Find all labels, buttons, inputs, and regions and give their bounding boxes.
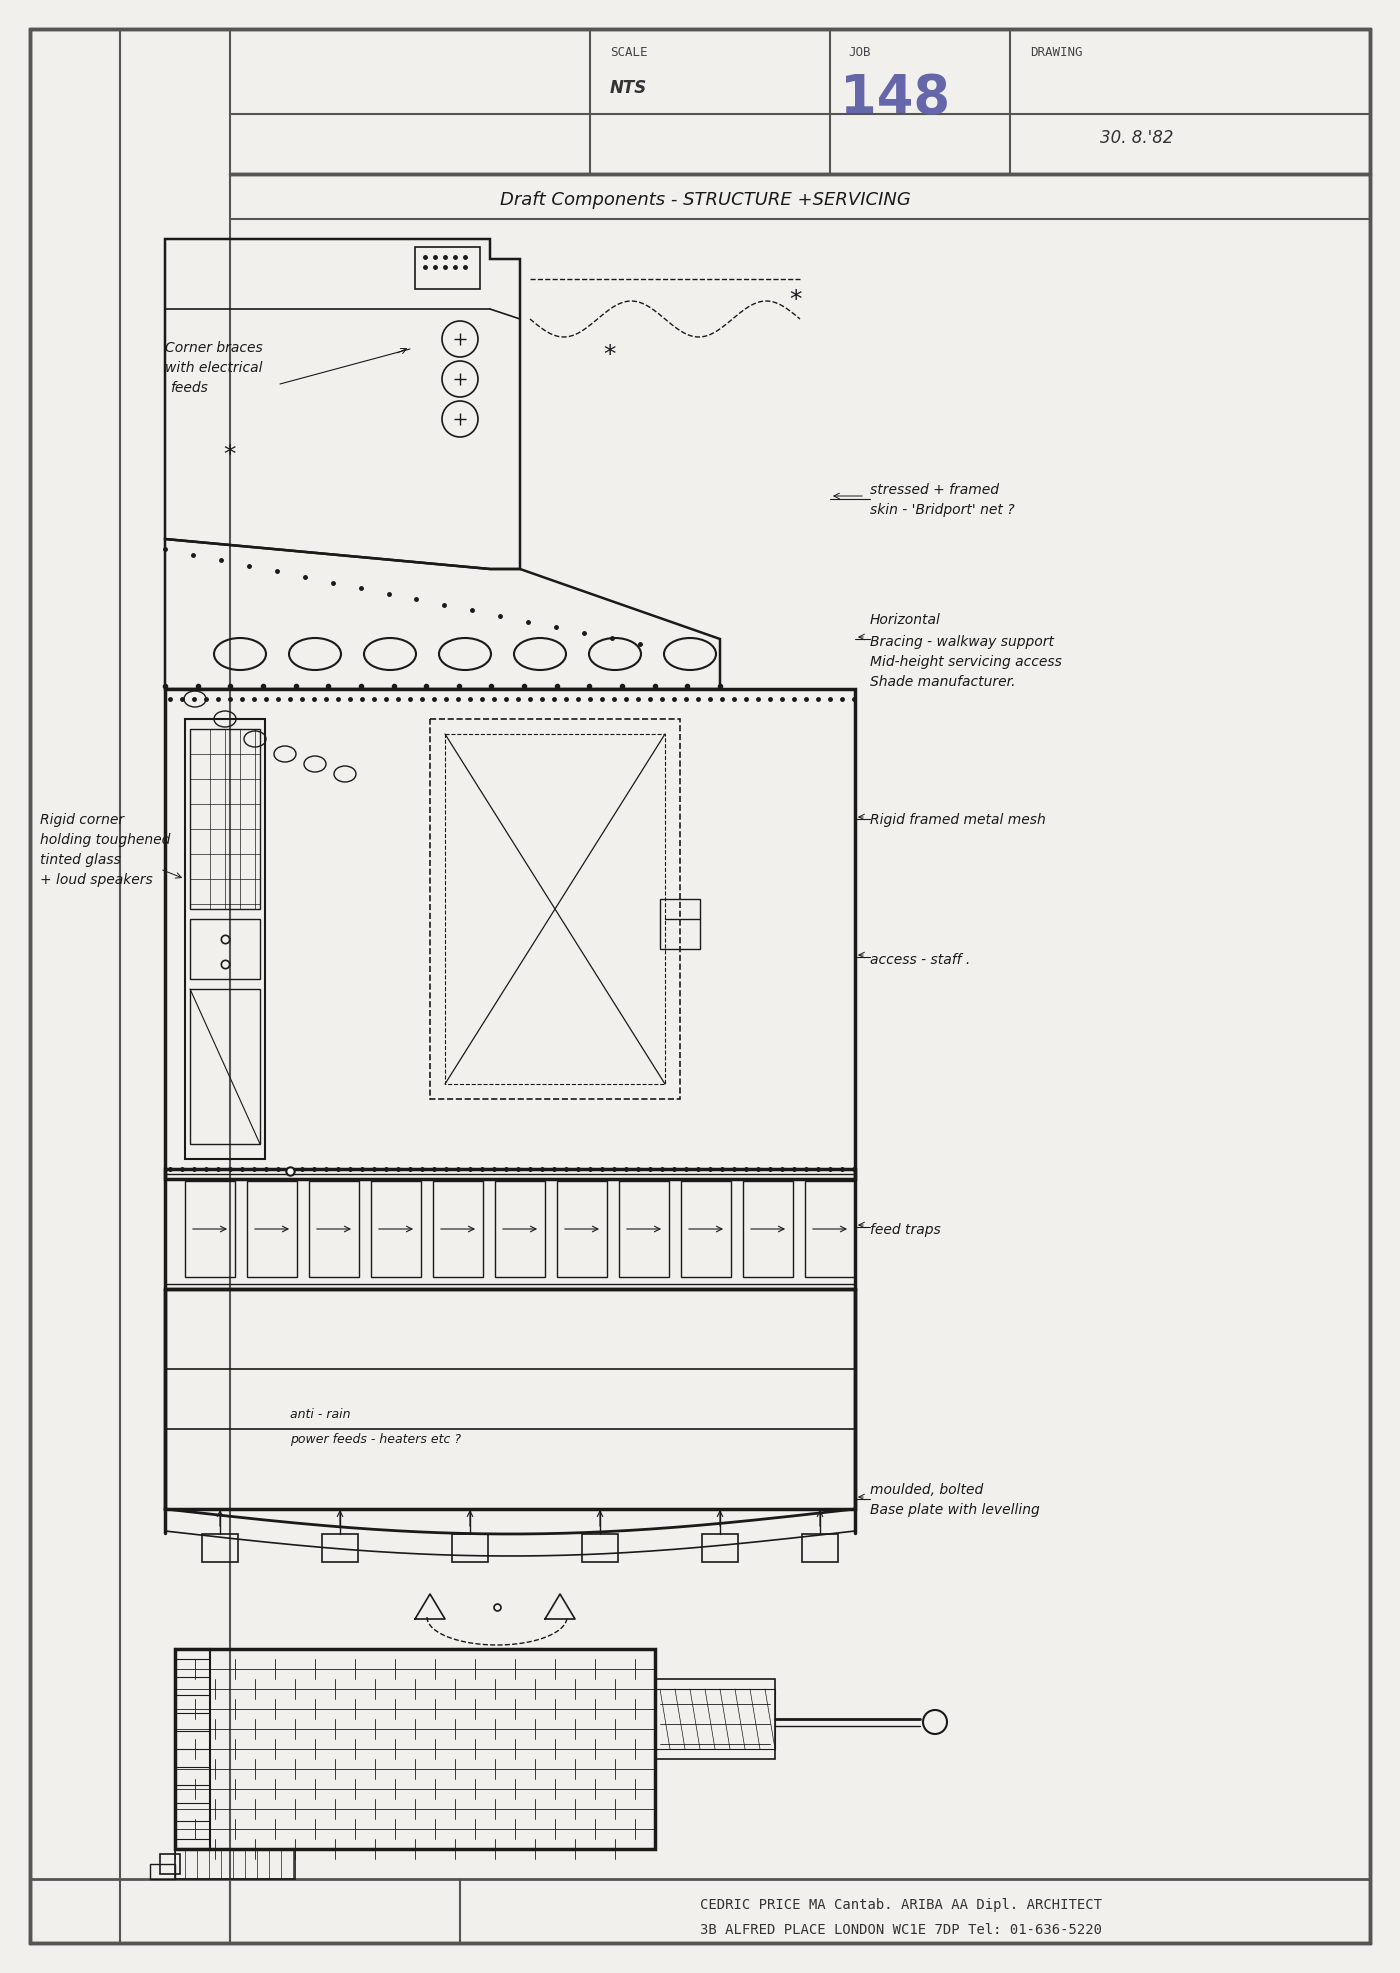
Bar [322,1535,358,1563]
Bar [165,691,855,1180]
Bar [659,900,700,949]
Bar [175,1649,210,1849]
Text: *: * [224,442,237,468]
Text: *: * [603,343,616,367]
Bar [202,1535,238,1563]
Bar [802,1535,839,1563]
Bar [175,1849,295,1878]
Text: Mid-height servicing access: Mid-height servicing access [869,655,1061,669]
Bar [309,1182,358,1277]
Bar [150,1864,175,1878]
Bar [246,1182,297,1277]
Bar [185,720,265,1160]
Bar [185,1182,235,1277]
Text: skin - 'Bridport' net ?: skin - 'Bridport' net ? [869,503,1015,517]
Text: feeds: feeds [169,381,207,395]
Bar [165,1174,855,1284]
Bar [190,990,260,1144]
Text: *: * [788,288,801,312]
Bar [655,1679,776,1760]
Text: holding toughened: holding toughened [41,833,171,846]
Bar [701,1535,738,1563]
Bar [557,1182,608,1277]
Bar [743,1182,792,1277]
Bar [655,1689,776,1750]
Text: Shade manufacturer.: Shade manufacturer. [869,675,1015,689]
Bar [680,1182,731,1277]
Text: feed traps: feed traps [869,1223,941,1237]
Bar [165,1170,855,1288]
Bar [433,1182,483,1277]
Bar [430,720,680,1099]
Text: + loud speakers: + loud speakers [41,872,153,886]
Text: Draft Components - STRUCTURE +SERVICING: Draft Components - STRUCTURE +SERVICING [500,191,911,209]
Text: Base plate with levelling: Base plate with levelling [869,1501,1040,1515]
Bar [619,1182,669,1277]
Bar [582,1535,617,1563]
Text: moulded, bolted: moulded, bolted [869,1482,983,1496]
Text: Corner braces: Corner braces [165,341,263,355]
Text: power feeds - heaters etc ?: power feeds - heaters etc ? [290,1432,461,1446]
Bar [445,734,665,1085]
Bar [496,1182,545,1277]
Text: with electrical: with electrical [165,361,263,375]
Bar [165,1288,855,1509]
Text: DRAWING: DRAWING [1030,45,1082,59]
Text: NTS: NTS [610,79,647,97]
Text: anti - rain: anti - rain [290,1409,350,1421]
Text: access - staff .: access - staff . [869,953,970,967]
Text: Bracing - walkway support: Bracing - walkway support [869,635,1054,649]
Bar [160,1855,181,1874]
Text: 3B ALFRED PLACE LONDON WC1E 7DP Tel: 01-636-5220: 3B ALFRED PLACE LONDON WC1E 7DP Tel: 01-… [700,1922,1102,1936]
Text: JOB: JOB [848,45,871,59]
Bar [414,249,480,290]
Text: 30. 8.'82: 30. 8.'82 [1100,128,1173,146]
Bar [190,730,260,910]
Text: 148: 148 [840,71,951,124]
Text: Rigid corner: Rigid corner [41,813,125,827]
Bar [371,1182,421,1277]
Text: tinted glass: tinted glass [41,852,120,866]
Text: CEDRIC PRICE MA Cantab. ARIBA AA Dipl. ARCHITECT: CEDRIC PRICE MA Cantab. ARIBA AA Dipl. A… [700,1896,1102,1912]
Text: SCALE: SCALE [610,45,647,59]
Text: Horizontal: Horizontal [869,614,941,627]
Bar [805,1182,855,1277]
Bar [190,919,260,979]
Bar [452,1535,489,1563]
Text: stressed + framed: stressed + framed [869,483,1000,497]
Text: Rigid framed metal mesh: Rigid framed metal mesh [869,813,1046,827]
Bar [175,1649,655,1849]
